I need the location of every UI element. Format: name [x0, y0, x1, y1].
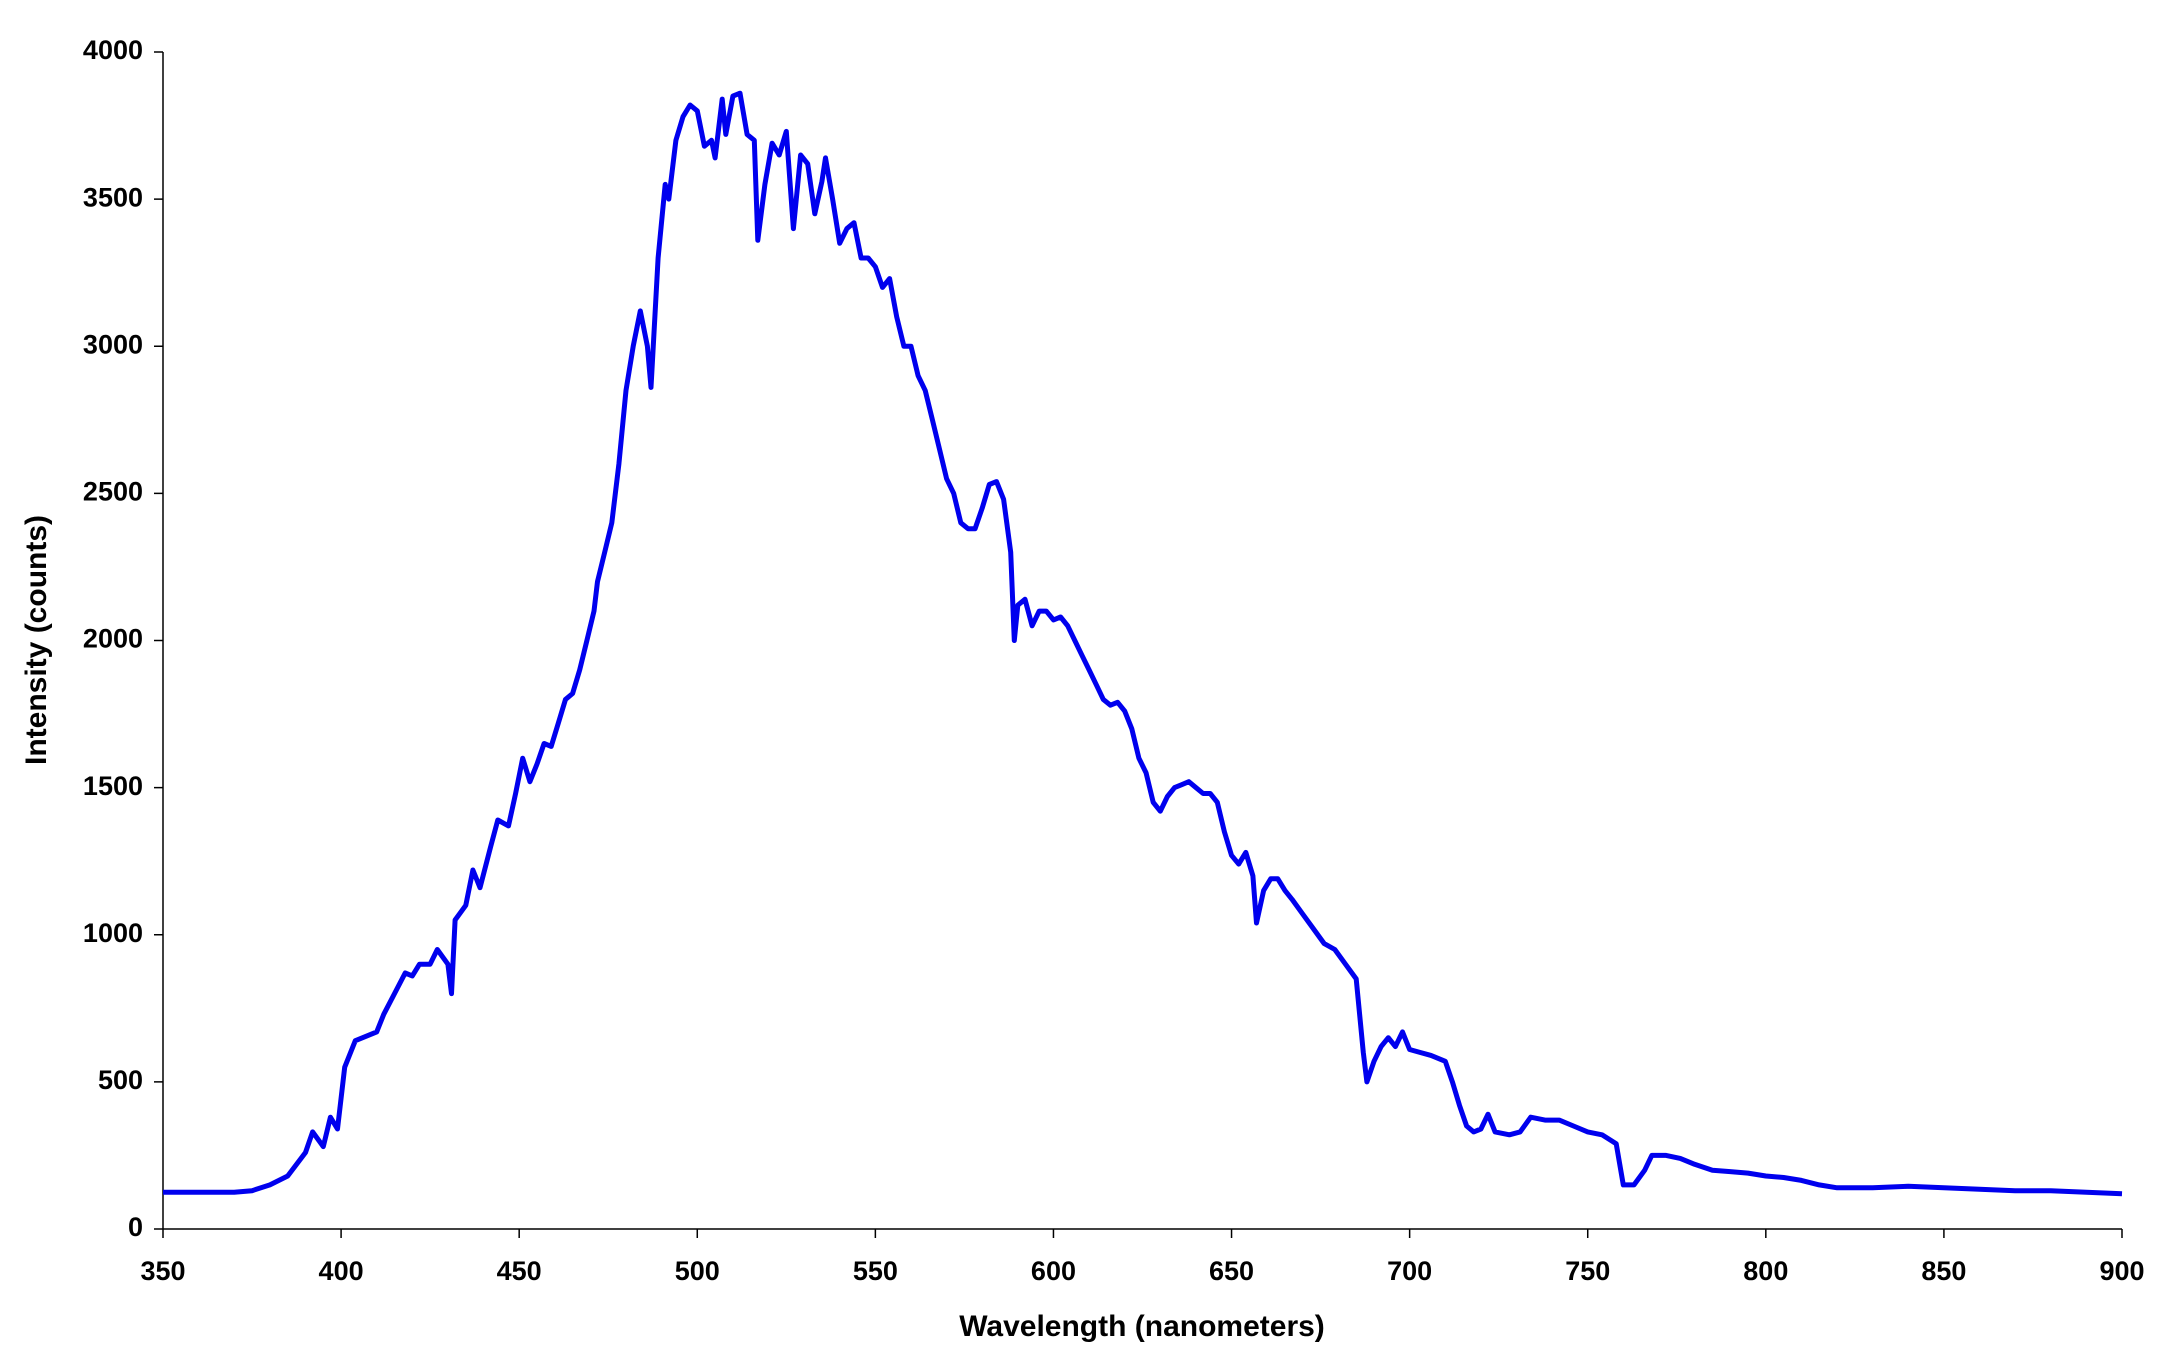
x-tick-label: 400 [319, 1256, 364, 1286]
x-tick-label: 600 [1031, 1256, 1076, 1286]
y-tick-label: 500 [98, 1065, 143, 1095]
y-axis-label: Intensity (counts) [20, 515, 53, 765]
y-tick-label: 2000 [83, 624, 143, 654]
y-tick-label: 1000 [83, 918, 143, 948]
x-tick-label: 350 [140, 1256, 185, 1286]
x-axis-label: Wavelength (nanometers) [959, 1310, 1325, 1343]
spectrum-line [163, 90, 2123, 1197]
x-tick-label: 650 [1209, 1256, 1254, 1286]
x-tick-label: 800 [1743, 1256, 1788, 1286]
x-tick-label: 850 [1921, 1256, 1966, 1286]
x-tick-label: 550 [853, 1256, 898, 1286]
x-tick-label: 500 [675, 1256, 720, 1286]
y-tick-label: 0 [128, 1212, 143, 1242]
x-tick-label: 700 [1387, 1256, 1432, 1286]
x-tick-label: 450 [497, 1256, 542, 1286]
x-tick-label: 750 [1565, 1256, 1610, 1286]
y-tick-label: 3500 [83, 182, 143, 212]
x-tick-label: 900 [2099, 1256, 2144, 1286]
y-tick-label: 4000 [83, 35, 143, 65]
y-tick-label: 2500 [83, 477, 143, 507]
y-tick-label: 3000 [83, 329, 143, 359]
y-tick-label: 1500 [83, 771, 143, 801]
